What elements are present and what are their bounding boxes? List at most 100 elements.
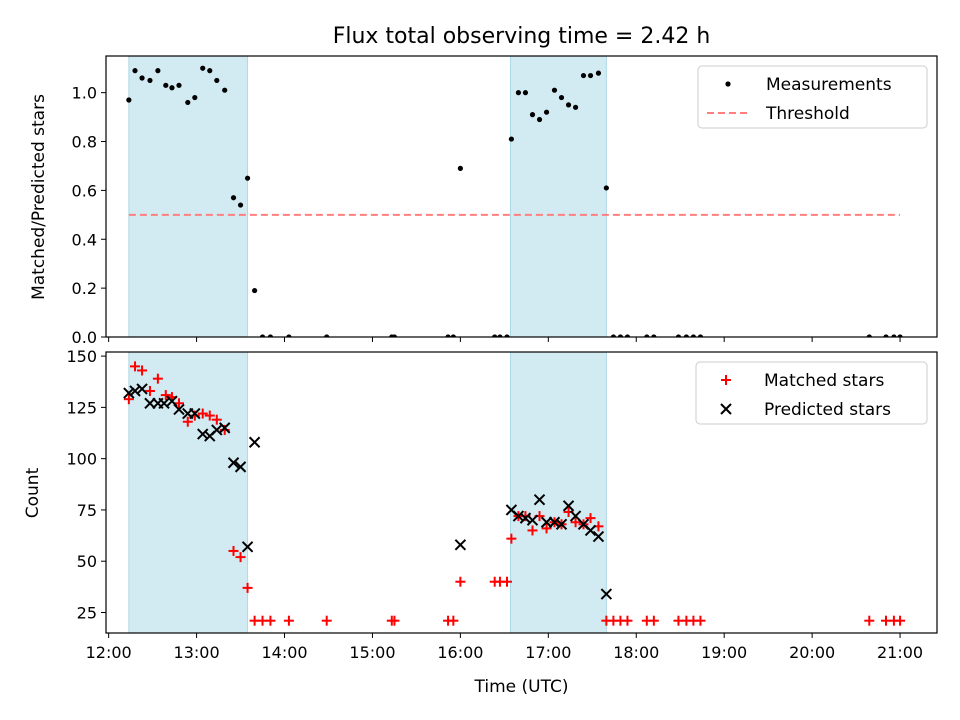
top-ytick-label: 0.0 xyxy=(72,328,97,347)
predicted-point-b xyxy=(129,385,141,397)
measurement-point xyxy=(267,334,274,337)
measurement-point xyxy=(286,334,292,337)
predicted-point-b xyxy=(533,493,546,506)
measurement-point xyxy=(610,334,616,337)
top-ytick-label: 0.2 xyxy=(72,279,97,298)
measurement-point xyxy=(515,90,522,96)
predicted-point-b xyxy=(219,422,231,434)
legend-measurements-marker xyxy=(725,81,731,87)
top-axes-frame xyxy=(105,55,938,338)
top-legend: Measurements Threshold xyxy=(697,65,928,129)
matched-point xyxy=(864,615,875,626)
predicted-point-b xyxy=(512,510,525,522)
top-legend-box xyxy=(697,65,928,129)
bottom-ytick-label: 150 xyxy=(66,347,97,366)
measurement-point xyxy=(522,90,529,96)
matched-point xyxy=(235,552,246,563)
matched-point xyxy=(228,545,239,556)
predicted-point xyxy=(241,541,254,553)
predicted-point-b xyxy=(173,403,185,416)
xtick-label: 19:00 xyxy=(701,643,747,662)
legend-label: Predicted stars xyxy=(764,400,891,420)
top-panel: 0.0 0.2 0.4 0.6 0.8 1.0 Measurements Threshold xyxy=(72,55,938,347)
measurement-point xyxy=(675,334,682,337)
measurement-point xyxy=(536,116,543,123)
matched-point xyxy=(137,365,148,376)
measurement-point xyxy=(185,99,191,106)
matched-point xyxy=(895,615,906,626)
measurement-point xyxy=(587,72,594,79)
measurement-point xyxy=(214,77,220,84)
top-shaded-window-1 xyxy=(128,56,249,337)
matched-point xyxy=(389,615,400,626)
matched-point xyxy=(527,525,538,536)
top-ytick-label: 1.0 xyxy=(72,84,97,103)
bottom-ylabel: Count xyxy=(23,467,43,518)
bottom-shaded-window-2 xyxy=(510,352,607,633)
predicted-point xyxy=(234,461,247,473)
measurement-point xyxy=(572,104,579,110)
xtick-label: 17:00 xyxy=(525,643,571,662)
xtick-label: 18:00 xyxy=(613,643,659,662)
bottom-ytick-label: 125 xyxy=(66,398,97,417)
predicted-point xyxy=(555,518,568,530)
measurement-point xyxy=(132,68,138,74)
top-plot-area xyxy=(126,56,903,337)
measurement-point xyxy=(551,87,558,93)
matched-point xyxy=(123,394,134,405)
bottom-axes-frame xyxy=(105,351,938,634)
measurement-point xyxy=(866,334,872,337)
bottom-legend: Matched stars Predicted stars xyxy=(695,361,928,425)
matched-point xyxy=(242,582,253,593)
predicted-point-b xyxy=(158,397,170,409)
measurement-point xyxy=(883,334,889,337)
measurement-point xyxy=(252,287,258,294)
predicted-point xyxy=(562,500,575,512)
measurement-point xyxy=(565,102,572,108)
measurement-point xyxy=(176,82,182,88)
matched-point xyxy=(321,615,332,626)
predicted-point xyxy=(248,436,261,448)
bottom-ytick-label: 25 xyxy=(77,603,97,622)
measurement-point xyxy=(445,334,451,337)
measurement-point xyxy=(324,334,330,337)
measurement-point xyxy=(163,82,169,88)
measurement-point xyxy=(617,334,624,337)
measurement-point xyxy=(391,334,398,337)
xtick-label: 20:00 xyxy=(789,643,835,662)
xtick-label: 14:00 xyxy=(261,643,307,662)
measurement-point xyxy=(155,68,161,74)
predicted-point-b xyxy=(227,457,240,469)
predicted-point xyxy=(227,457,240,469)
bottom-plot-area xyxy=(123,352,906,633)
measurement-point xyxy=(683,334,689,337)
measurement-point xyxy=(897,334,903,337)
bottom-panel: 25 50 75 100 125 150 12:00 13:00 14:00 15:00 16:00… xyxy=(66,347,938,662)
measurement-point xyxy=(651,334,657,337)
measurement-point xyxy=(192,94,198,101)
predicted-point-b xyxy=(123,387,135,399)
measurement-point xyxy=(891,334,897,337)
measurement-point xyxy=(603,185,609,191)
measurement-point xyxy=(508,136,514,142)
predicted-point xyxy=(173,403,185,416)
legend-label: Threshold xyxy=(765,104,850,124)
predicted-point-b xyxy=(166,395,178,407)
predicted-point xyxy=(600,588,613,600)
predicted-point xyxy=(533,493,546,506)
matched-point xyxy=(204,410,215,421)
matched-point xyxy=(570,517,581,528)
bottom-shaded-window-1 xyxy=(128,352,249,633)
measurement-point xyxy=(237,202,244,208)
legend-label: Matched stars xyxy=(764,371,884,391)
measurement-point xyxy=(529,112,536,118)
legend-matched-marker xyxy=(721,375,731,385)
matched-point xyxy=(265,615,276,626)
predicted-point-b xyxy=(241,541,254,553)
matched-point xyxy=(211,414,222,425)
legend-predicted-b xyxy=(720,403,732,415)
predicted-point-b xyxy=(189,407,201,420)
measurement-point xyxy=(244,175,251,181)
predicted-point-b xyxy=(136,383,148,395)
